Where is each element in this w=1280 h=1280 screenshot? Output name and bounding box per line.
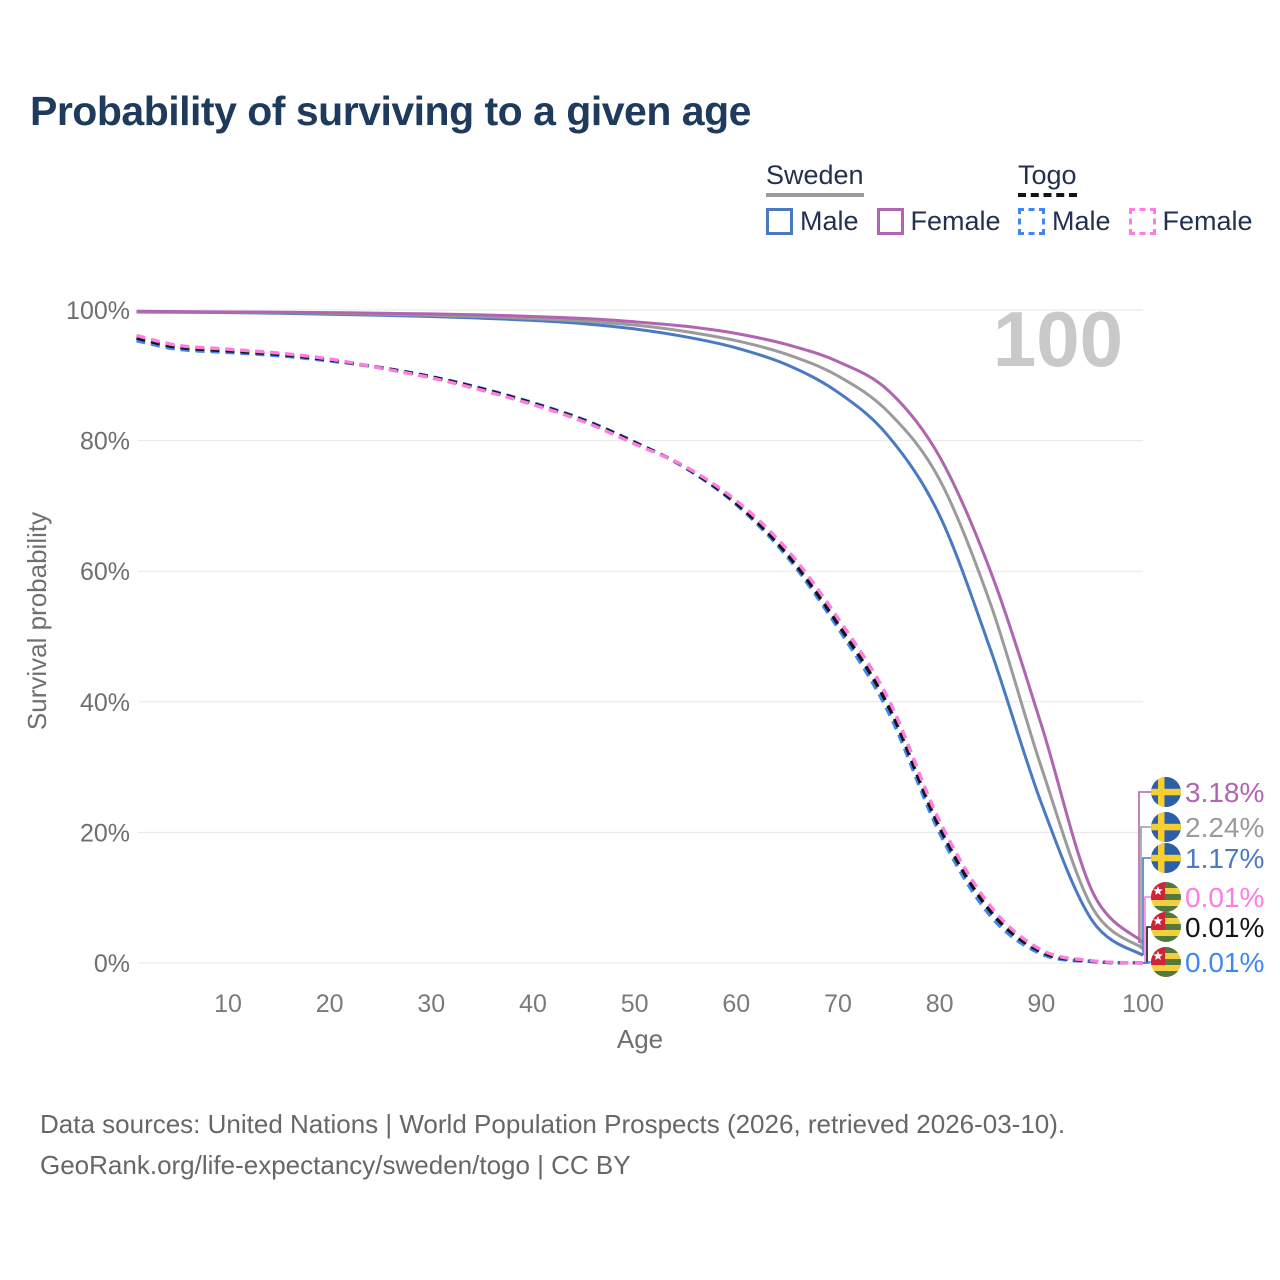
- end-connector-sweden-male: [1142, 857, 1151, 956]
- legend-group-sweden-title: Sweden: [766, 160, 864, 197]
- legend-items-sweden: Male Female: [766, 206, 1001, 237]
- sweden-male-swatch-icon: [766, 208, 793, 235]
- togo-male-swatch-icon: [1018, 208, 1045, 235]
- legend-group-togo-title: Togo: [1018, 160, 1077, 197]
- line-togo-female: [136, 333, 1144, 965]
- end-connector-togo-male: [1143, 961, 1151, 964]
- end-label-togo-female: 0.01%: [1185, 882, 1264, 913]
- legend-group-sweden: Sweden Male Female: [766, 160, 1001, 237]
- legend-label: Male: [1052, 206, 1111, 236]
- legend-item-sweden-male[interactable]: Male: [766, 206, 859, 237]
- end-connector-sweden-total: [1140, 826, 1151, 950]
- y-tick-label: 0%: [94, 950, 130, 978]
- legend-items-togo: Male Female: [1018, 206, 1253, 237]
- end-label-sweden-total: 2.24%: [1185, 812, 1264, 843]
- sweden-female-swatch-icon: [876, 208, 904, 235]
- togo-flag-icon: [1151, 912, 1181, 942]
- footer: Data sources: United Nations | World Pop…: [40, 1104, 1065, 1186]
- x-tick-label: 60: [722, 990, 750, 1018]
- legend-item-togo-female[interactable]: Female: [1128, 206, 1253, 237]
- y-tick-label: 80%: [80, 428, 130, 456]
- togo-flag-icon: [1151, 947, 1181, 977]
- legend-label: Male: [800, 206, 859, 236]
- line-sweden-female: [136, 309, 1145, 944]
- age-watermark: 100: [993, 295, 1123, 383]
- y-axis-title: Survival probability: [22, 512, 52, 730]
- legend-label: Female: [1162, 206, 1253, 236]
- x-tick-label: 80: [926, 990, 954, 1018]
- x-tick-label: 100: [1122, 990, 1164, 1018]
- togo-female-swatch-icon: [1128, 208, 1156, 235]
- page-title: Probability of surviving to a given age: [30, 88, 751, 134]
- sweden-flag-icon: [1151, 812, 1181, 842]
- x-tick-label: 50: [621, 990, 649, 1018]
- x-axis-title: Age: [617, 1024, 663, 1054]
- end-label-sweden-male: 1.17%: [1185, 843, 1264, 874]
- legend-item-sweden-female[interactable]: Female: [876, 206, 1001, 237]
- y-tick-label: 100%: [66, 297, 130, 325]
- line-sweden-total: [136, 310, 1144, 950]
- y-tick-label: 60%: [80, 558, 130, 586]
- footer-data-sources: Data sources: United Nations | World Pop…: [40, 1109, 1066, 1139]
- x-tick-label: 30: [417, 990, 445, 1018]
- sweden-flag-icon: [1151, 777, 1181, 807]
- end-label-togo-male: 0.01%: [1185, 947, 1264, 978]
- y-tick-label: 40%: [80, 689, 130, 717]
- line-sweden-male: [136, 310, 1144, 957]
- x-tick-label: 40: [519, 990, 547, 1018]
- togo-flag-icon: [1151, 882, 1181, 912]
- legend-item-togo-male[interactable]: Male: [1018, 206, 1111, 237]
- x-tick-label: 20: [316, 990, 344, 1018]
- y-tick-label: 20%: [80, 819, 130, 847]
- x-tick-label: 70: [824, 990, 852, 1018]
- footer-attribution: GeoRank.org/life-expectancy/sweden/togo …: [40, 1150, 631, 1180]
- legend-label: Female: [910, 206, 1001, 236]
- x-tick-label: 90: [1027, 990, 1055, 1018]
- sweden-flag-icon: [1151, 843, 1181, 873]
- end-label-togo-total: 0.01%: [1185, 912, 1264, 943]
- end-label-sweden-female: 3.18%: [1185, 777, 1264, 808]
- x-tick-label: 10: [214, 990, 242, 1018]
- legend-group-togo: Togo Male Female: [1018, 160, 1253, 237]
